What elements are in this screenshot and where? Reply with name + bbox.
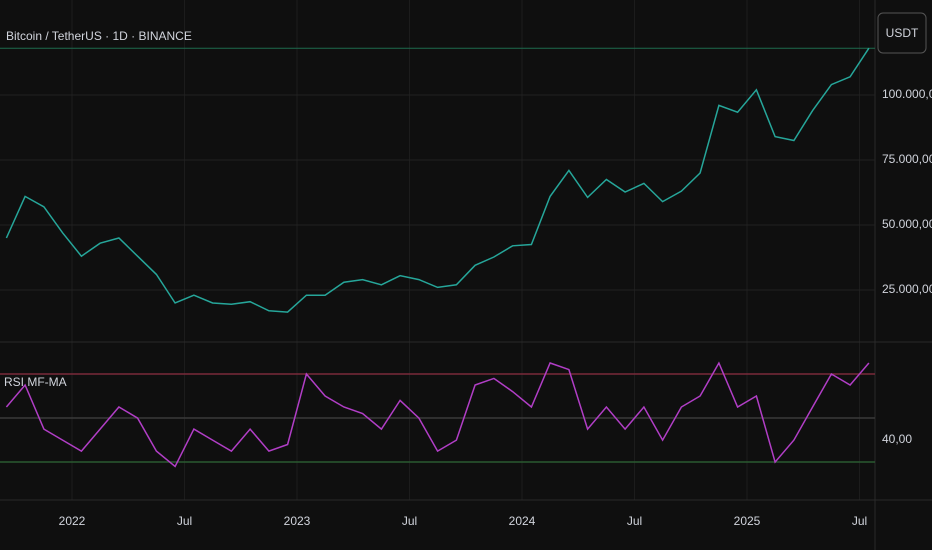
x-tick-label: Jul bbox=[852, 514, 867, 528]
series-line bbox=[5, 47, 870, 313]
x-tick-label: Jul bbox=[402, 514, 417, 528]
chart-title: Bitcoin / TetherUS · 1D · BINANCE bbox=[6, 29, 192, 43]
x-tick-label: 2025 bbox=[734, 514, 761, 528]
currency-button[interactable] bbox=[877, 12, 927, 54]
x-tick-label: 2022 bbox=[59, 514, 86, 528]
currency-label[interactable]: USDT bbox=[886, 26, 919, 40]
y-tick-label: 75.000,00 bbox=[882, 152, 932, 166]
y-tick-label: 40,00 bbox=[882, 432, 912, 446]
series-line bbox=[5, 361, 870, 468]
indicator-title: RSI MF-MA bbox=[4, 375, 67, 389]
y-tick-label: 50.000,00 bbox=[882, 217, 932, 231]
y-tick-label: 25.000,00 bbox=[882, 282, 932, 296]
x-tick-label: 2024 bbox=[509, 514, 536, 528]
x-tick-label: Jul bbox=[177, 514, 192, 528]
y-tick-label: 100.000,00 bbox=[882, 87, 932, 101]
x-tick-label: Jul bbox=[627, 514, 642, 528]
x-tick-label: 2023 bbox=[284, 514, 311, 528]
